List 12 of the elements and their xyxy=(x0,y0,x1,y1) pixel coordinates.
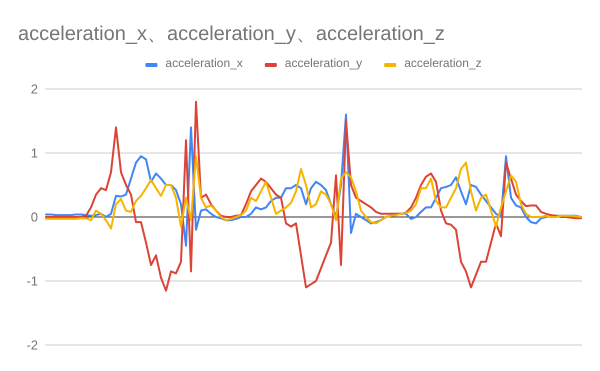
y-tick-label: -2 xyxy=(26,338,38,352)
line-series xyxy=(45,114,582,247)
legend-label: acceleration_x xyxy=(165,56,243,70)
legend-label: acceleration_y xyxy=(284,56,362,70)
y-tick-label: 1 xyxy=(30,146,38,160)
y-tick-label: -1 xyxy=(26,274,38,288)
legend-label: acceleration_z xyxy=(404,56,482,70)
line-series xyxy=(45,100,582,292)
line-series xyxy=(45,155,582,230)
y-tick-label: 0 xyxy=(30,210,38,224)
y-tick-label: 2 xyxy=(30,82,38,96)
chart-title: acceleration_x、acceleration_y、acceleration_z xyxy=(18,23,445,45)
